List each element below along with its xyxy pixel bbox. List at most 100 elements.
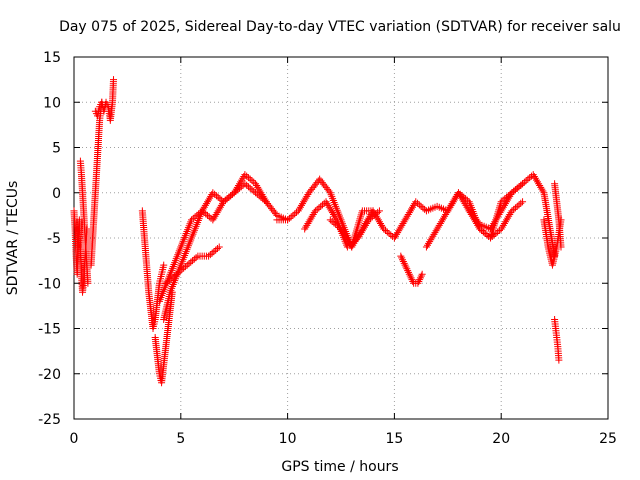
data-point-sample [417,202,425,210]
data-point-sample [398,254,406,262]
data-point-sample [333,222,341,230]
data-point [497,225,505,233]
data-point-sample [342,234,350,242]
data-point-sample [501,218,509,226]
data-point [422,243,430,251]
data-point-sample [204,211,211,219]
data-point-sample [437,218,445,226]
y-tick-label: 5 [52,141,61,157]
data-point-sample [435,221,443,229]
data-point-sample [379,223,387,231]
data-point-sample [360,221,368,229]
data-point-sample [414,199,422,207]
data-point-sample [200,208,208,216]
data-point-sample [478,226,486,234]
data-point-sample [325,187,333,195]
data-point-sample [494,212,502,220]
data-point [390,234,398,242]
data-point-sample [447,201,455,209]
data-point-sample [350,239,358,247]
data-point [555,356,563,364]
data-point-sample [190,255,198,263]
data-point-sample [387,231,395,239]
data-point-sample [410,201,418,209]
data-point-sample [248,177,256,185]
data-point-sample [456,191,464,199]
data-point-sample [491,218,499,226]
data-point [162,279,170,287]
data-point-sample [317,202,325,210]
data-point-sample [300,198,308,206]
data-point [262,198,270,206]
data-point [284,216,292,224]
data-point-sample [301,196,309,204]
data-point-sample [228,190,236,198]
data-point-sample [534,178,542,186]
data-point-sample [406,207,414,215]
data-point-sample [291,210,299,218]
data-point-sample [522,177,530,185]
data-point-sample [506,192,514,200]
data-point-sample [167,275,175,283]
data-point-sample [507,191,515,199]
data-point [369,207,377,215]
data-point-sample [246,184,254,192]
data-point-sample [344,238,352,246]
data-point-sample [511,186,519,194]
data-point-sample [202,200,210,208]
data-point-sample [404,267,412,275]
data-point-sample [364,216,372,224]
data-point-sample [315,204,323,212]
data-point-sample [213,245,221,253]
data-point-sample [232,187,240,195]
data-point-sample [341,232,349,240]
x-tick-label: 0 [70,431,79,447]
x-tick-label: 25 [599,431,617,447]
data-point-sample [295,205,303,213]
data-point-sample [504,196,512,204]
data-point-sample [189,214,197,222]
data-point-sample [391,232,399,240]
data-point-sample [428,234,436,242]
data-point-sample [323,200,331,208]
data-point-sample [328,217,336,225]
data-point-sample [403,265,411,273]
data-point [405,270,413,278]
data-point-sample [374,216,382,224]
data-point-sample [304,220,312,228]
data-point-sample [206,194,214,202]
data-point-sample [501,195,509,203]
data-point-sample [459,196,467,204]
data-point-sample [308,212,316,220]
x-tick-labels: 0 5 10 15 20 25 [70,431,617,447]
data-point-sample [538,185,546,193]
data-point-sample [535,180,543,188]
data-point [252,189,260,197]
data-point-sample [448,200,456,208]
data-point-sample [440,214,448,222]
data-point-sample [432,227,440,235]
data-point-sample [378,221,386,229]
data-point [198,207,206,215]
data-point-sample [339,229,347,237]
y-tick-label: 0 [52,186,61,202]
data-point-sample [355,230,363,238]
data-point-sample [395,227,403,235]
data-point [160,261,168,269]
data-point-sample [458,194,466,202]
data-point-sample [490,231,498,239]
data-point [205,252,213,260]
data-point-sample [332,214,340,222]
data-point-sample [495,210,503,218]
data-point [412,198,420,206]
data-point [322,198,330,206]
data-point-sample [250,178,258,186]
data-point [380,225,388,233]
data-point-sample [293,208,300,216]
data-point [375,207,383,215]
data-point-sample [409,277,417,285]
data-point-sample [473,220,481,228]
data-point-sample [212,192,220,200]
data-point-sample [352,236,360,244]
data-point-sample [506,210,514,218]
